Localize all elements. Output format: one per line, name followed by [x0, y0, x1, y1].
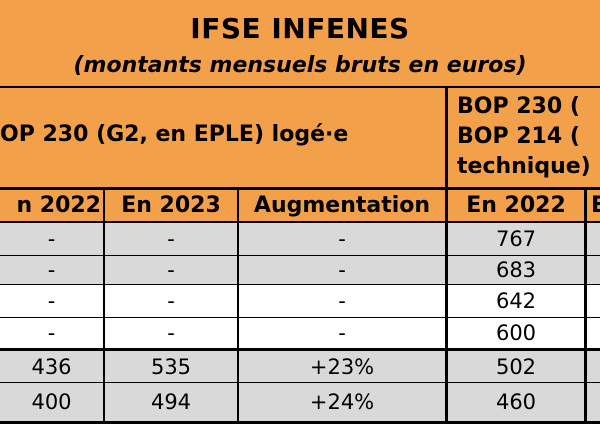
cell-right-2022: 460 [495, 390, 537, 414]
border-line [0, 86, 600, 88]
cell-augmentation: +24% [309, 390, 375, 414]
row-separator [0, 382, 600, 383]
cell-2022: - [47, 289, 56, 313]
table-title: IFSE INFENES [190, 12, 410, 45]
column-header-augmentation: Augmentation [253, 193, 431, 218]
cell-right-2022: 767 [495, 227, 537, 251]
group-header-right: BOP 230 ( BOP 214 ( technique) [448, 88, 600, 187]
cell-right-2022: 502 [495, 355, 537, 379]
row-separator [0, 284, 600, 285]
cell-2022: 400 [31, 390, 72, 414]
cell-augmentation: +23% [309, 355, 375, 379]
table-row [0, 318, 600, 348]
cell-2022: 436 [31, 355, 72, 379]
column-header-2022: n 2022 [16, 193, 101, 218]
border-line [0, 421, 600, 424]
table-row [0, 223, 600, 256]
table-row [0, 351, 600, 383]
cell-right-2022: 600 [495, 321, 537, 345]
cell-2022: - [47, 227, 56, 251]
border-line [0, 348, 600, 351]
column-header-right-2022: En 2022 [466, 193, 566, 218]
cell-right-2022: 683 [495, 258, 537, 282]
column-header-2023: En 2023 [121, 193, 221, 218]
group-header-left: OP 230 (G2, en EPLE) logé·e [0, 88, 445, 187]
table-row [0, 383, 600, 421]
cell-2022: - [47, 258, 56, 282]
border-line [584, 187, 587, 424]
cell-augmentation: - [338, 227, 346, 251]
cell-right-2022: 642 [495, 289, 537, 313]
border-line [0, 221, 600, 223]
cell-2023: - [167, 227, 175, 251]
border-line [445, 86, 448, 424]
cell-2023: 494 [150, 390, 192, 414]
table-title-band: IFSE INFENES (montants mensuels bruts en… [0, 0, 600, 86]
cell-2023: 535 [150, 355, 192, 379]
table-row [0, 285, 600, 318]
cell-2023: - [167, 289, 175, 313]
row-separator [0, 255, 600, 256]
cell-2022: - [47, 321, 56, 345]
border-line [103, 187, 105, 424]
cell-2023: - [167, 321, 175, 345]
border-line [0, 187, 600, 190]
cell-augmentation: - [338, 289, 346, 313]
cell-augmentation: - [338, 321, 346, 345]
column-header-row [0, 190, 600, 221]
cell-augmentation: - [338, 258, 346, 282]
group-header-right-line-1: BOP 230 ( [457, 94, 580, 119]
group-header-left-label: OP 230 (G2, en EPLE) logé·e [0, 122, 349, 147]
column-header-right-2023: E [591, 193, 600, 218]
table-row [0, 256, 600, 285]
group-header-right-line-2: BOP 214 ( [457, 124, 580, 149]
row-separator [0, 317, 600, 318]
border-line [237, 187, 239, 424]
group-header-right-line-3: technique) [457, 154, 591, 179]
table-subtitle: (montants mensuels bruts en euros) [73, 53, 527, 78]
cell-2023: - [167, 258, 175, 282]
